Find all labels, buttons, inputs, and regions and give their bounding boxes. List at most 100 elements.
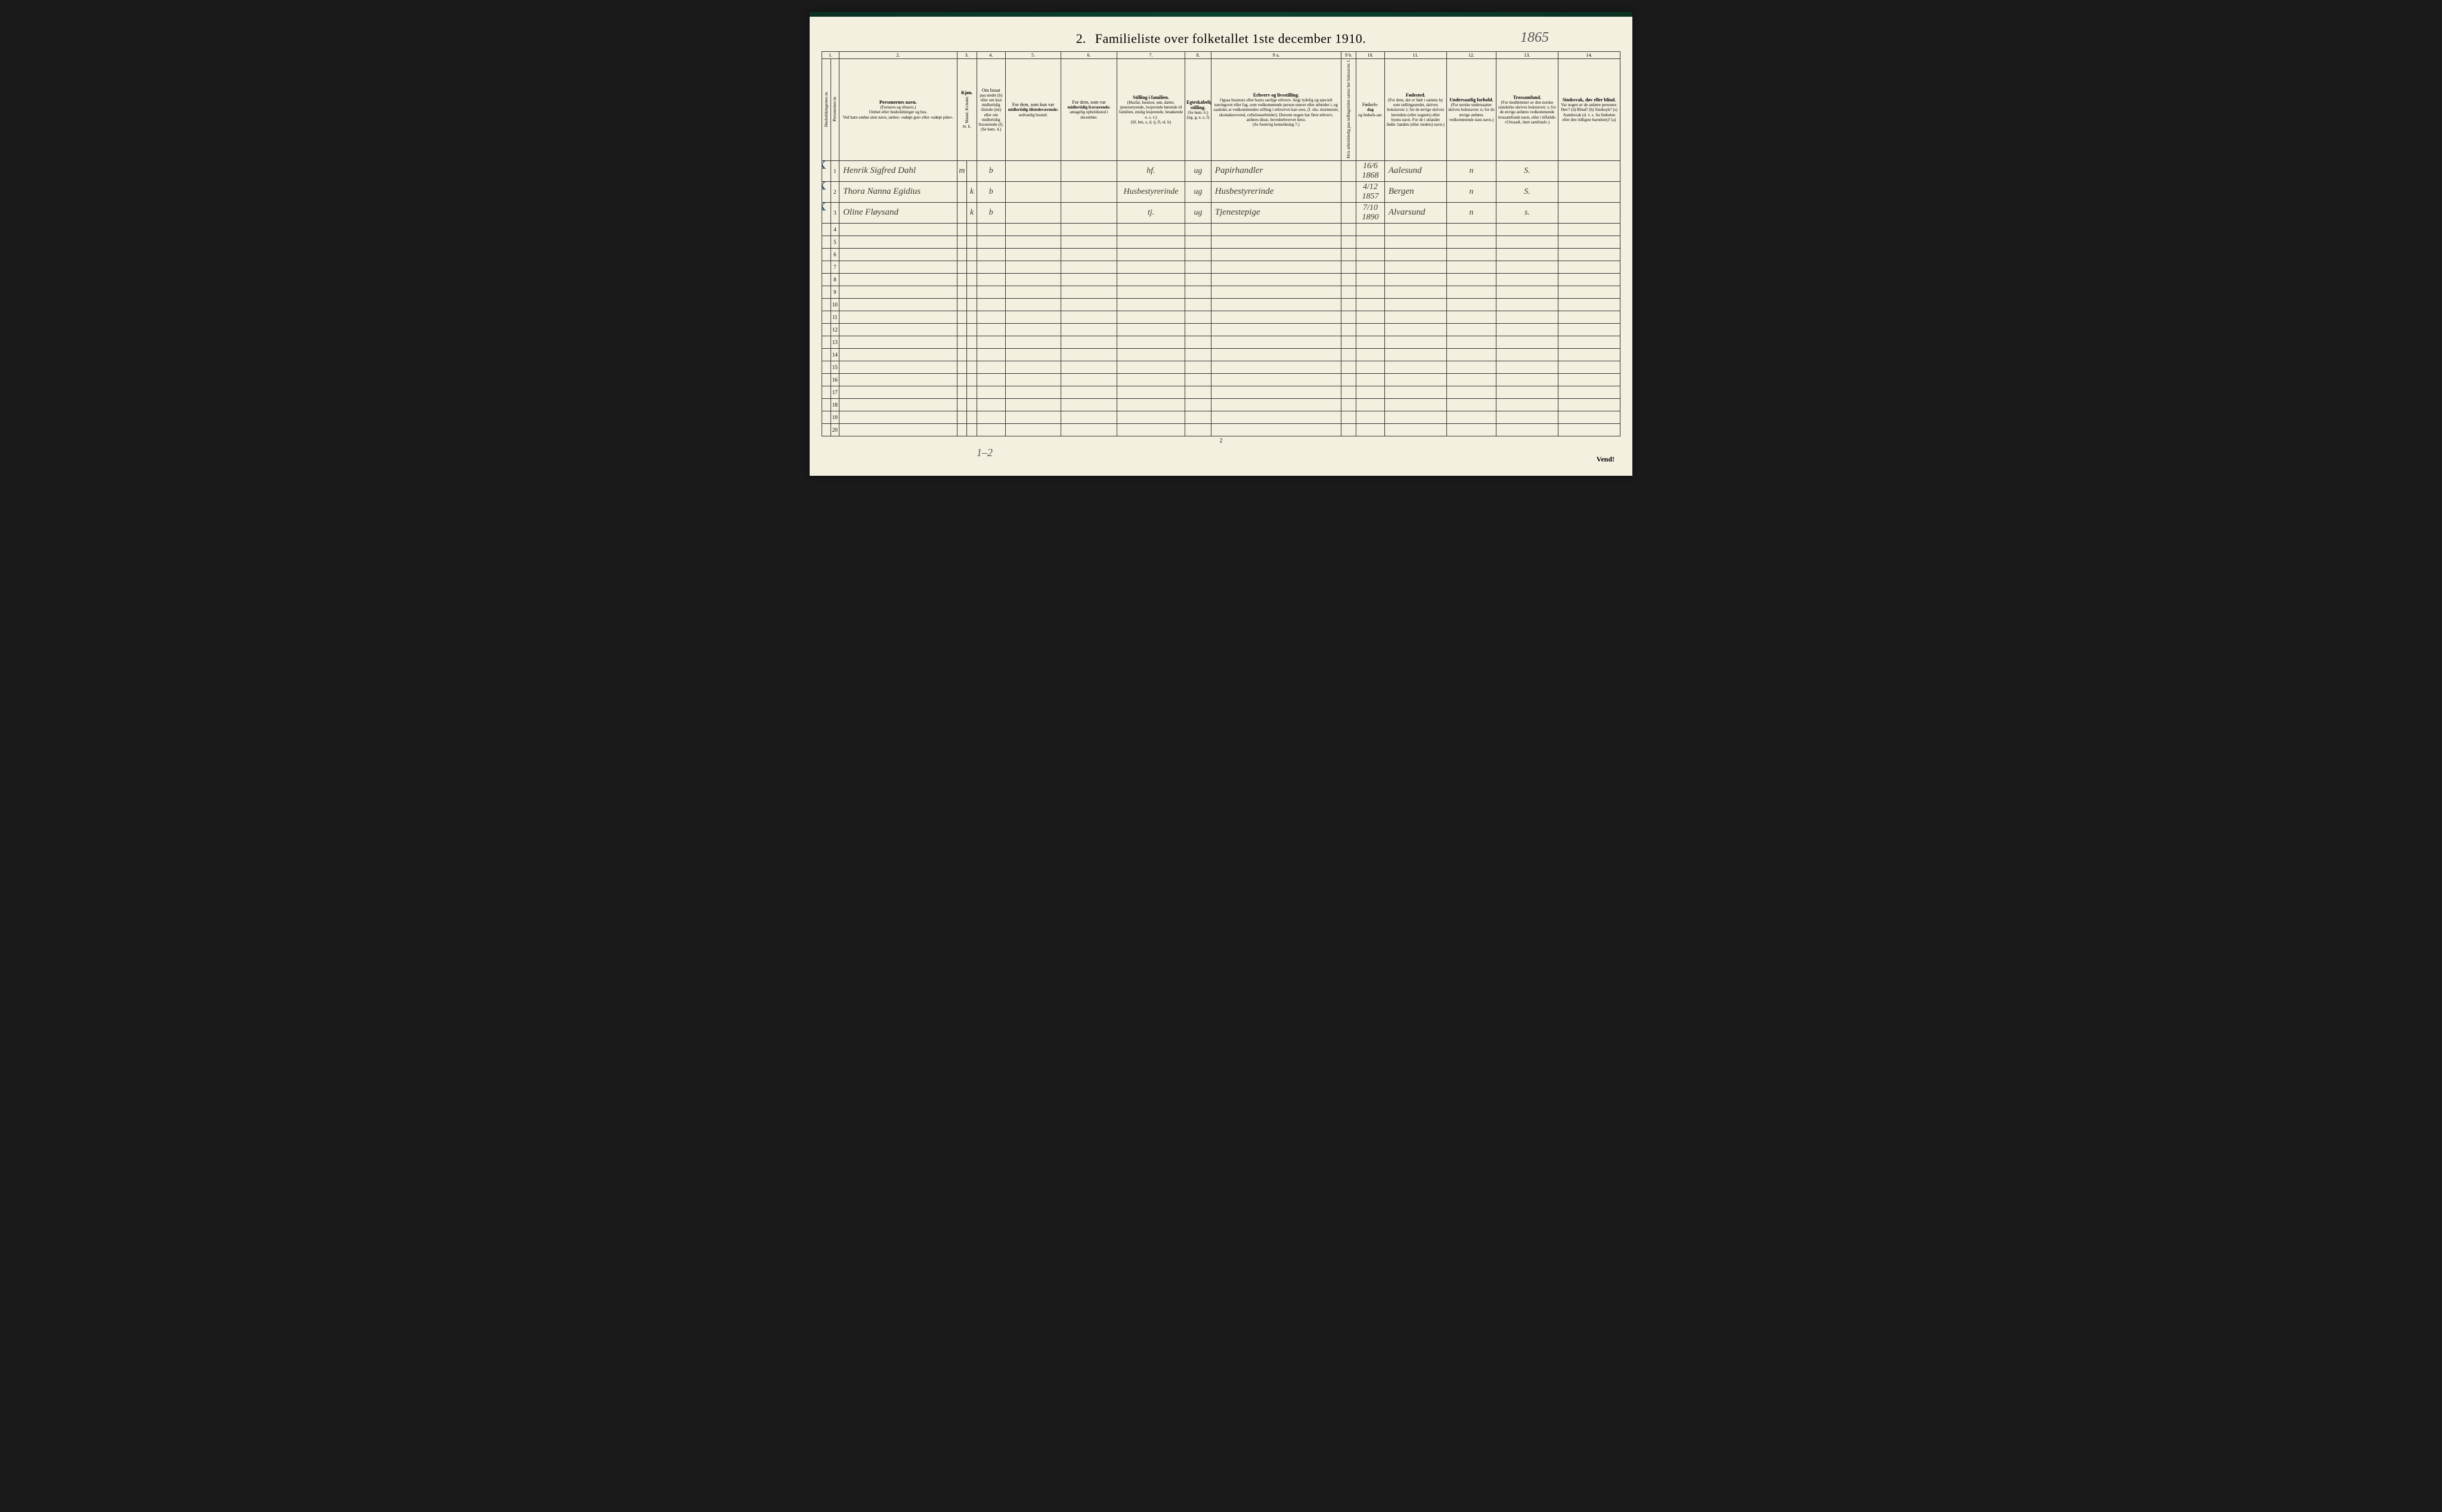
cell-nationality [1446,236,1496,248]
cell-name [839,361,957,373]
cell-birthplace [1384,223,1446,236]
cell-residence: b [977,202,1005,223]
cell-family-pos [1117,286,1185,298]
cell-marital [1185,361,1211,373]
cell-family-pos [1117,411,1185,423]
census-table: 1. 2. 3. 4. 5. 6. 7. 8. 9 a. 9 b. 10. 11… [822,51,1620,436]
cell-family-pos [1117,273,1185,286]
cell-temp-present [1005,160,1061,181]
cell-residence [977,348,1005,361]
section-number: 2. [1076,31,1086,46]
cell-religion: S. [1496,160,1558,181]
cell-occupation [1211,348,1341,361]
cell-temp-absent [1061,248,1117,261]
cell-name [839,311,957,323]
cell-temp-absent [1061,311,1117,323]
cell-disability [1558,398,1620,411]
hdr-household-nr: Husholdningernes nr. [822,59,831,161]
cell-religion [1496,336,1558,348]
cell-disability [1558,202,1620,223]
cell-name [839,423,957,436]
annotation-year: 1865 [1520,30,1549,46]
cell-unemployed [1341,273,1356,286]
cell-sex-m [957,323,967,336]
cell-nationality: n [1446,160,1496,181]
cell-residence [977,373,1005,386]
colnum-6: 6. [1061,52,1117,59]
cell-temp-present [1005,202,1061,223]
cell-unemployed [1341,248,1356,261]
cell-household: X [822,181,831,202]
cell-occupation [1211,273,1341,286]
table-header: 1. 2. 3. 4. 5. 6. 7. 8. 9 a. 9 b. 10. 11… [822,52,1620,161]
cell-name [839,248,957,261]
cell-marital: ug [1185,202,1211,223]
cell-sex-k [967,411,977,423]
hdr-unemployed: Hvis arbeidsledig paa tællingstiden sætt… [1341,59,1356,161]
table-row: 20 [822,423,1620,436]
table-row: 10 [822,298,1620,311]
cell-occupation [1211,336,1341,348]
cell-unemployed [1341,398,1356,411]
cell-religion [1496,373,1558,386]
cell-unemployed [1341,202,1356,223]
cell-disability [1558,373,1620,386]
hdr-occupation: Erhverv og livsstilling. Ogsaa husmors e… [1211,59,1341,161]
turn-over-text: Vend! [822,455,1620,464]
cell-temp-absent [1061,261,1117,273]
cell-temp-present [1005,311,1061,323]
cell-person-nr: 18 [830,398,839,411]
cell-household [822,248,831,261]
cell-disability [1558,298,1620,311]
cell-unemployed [1341,323,1356,336]
cell-household [822,286,831,298]
cell-unemployed [1341,236,1356,248]
cell-marital [1185,261,1211,273]
cell-residence [977,248,1005,261]
column-number-row: 1. 2. 3. 4. 5. 6. 7. 8. 9 a. 9 b. 10. 11… [822,52,1620,59]
cell-name [839,273,957,286]
cell-temp-absent [1061,361,1117,373]
cell-marital: ug [1185,160,1211,181]
cell-birthplace [1384,423,1446,436]
cell-name [839,236,957,248]
cell-religion [1496,298,1558,311]
cell-birthplace [1384,361,1446,373]
cell-temp-absent [1061,298,1117,311]
hdr-sex: Kjøn. Mænd. Kvinder. m. k. [957,59,977,161]
cell-birthdate [1356,248,1385,261]
cell-person-nr: 11 [830,311,839,323]
cell-temp-absent [1061,348,1117,361]
cell-household [822,261,831,273]
hdr-residence: Om bosat paa stedet (b) eller om kun mid… [977,59,1005,161]
colnum-2: 2. [839,52,957,59]
cell-sex-m [957,273,967,286]
cell-birthdate [1356,361,1385,373]
cell-sex-m [957,181,967,202]
cell-name [839,261,957,273]
cell-birthplace [1384,348,1446,361]
cell-occupation: Papirhandler [1211,160,1341,181]
cell-sex-m [957,248,967,261]
table-row: X2Thora Nanna EgidiuskbHusbestyrerindeug… [822,181,1620,202]
cell-sex-m: m [957,160,967,181]
cell-birthdate [1356,348,1385,361]
cell-occupation [1211,261,1341,273]
cell-birthdate [1356,286,1385,298]
cell-birthplace: Aalesund [1384,160,1446,181]
cell-sex-m [957,236,967,248]
hdr-marital: Egteskabelig stilling. (Se bem. 6.) (ug,… [1185,59,1211,161]
cell-family-pos [1117,248,1185,261]
cell-nationality [1446,323,1496,336]
cell-temp-present [1005,273,1061,286]
colnum-3: 3. [957,52,977,59]
cell-unemployed [1341,348,1356,361]
table-row: 9 [822,286,1620,298]
cell-name [839,286,957,298]
cell-unemployed [1341,386,1356,398]
cell-nationality [1446,223,1496,236]
table-row: 14 [822,348,1620,361]
hdr-disability: Sindssvak, døv eller blind. Var nogen av… [1558,59,1620,161]
table-row: X3Oline Fløysandkbtj.ugTjenestepige7/10 … [822,202,1620,223]
cell-person-nr: 19 [830,411,839,423]
